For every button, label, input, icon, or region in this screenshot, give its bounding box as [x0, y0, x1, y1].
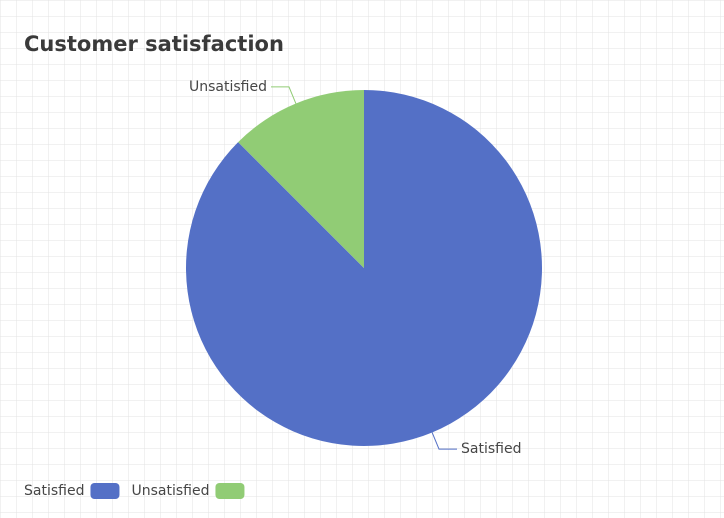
- legend-label: Unsatisfied: [131, 483, 209, 499]
- slice-label: Satisfied: [461, 441, 521, 457]
- label-line: [431, 432, 458, 450]
- label-line: [270, 86, 297, 104]
- legend-swatch: [90, 483, 120, 499]
- legend-swatch: [215, 483, 245, 499]
- chart-title: Customer satisfaction: [24, 32, 284, 56]
- legend-label: Satisfied: [24, 483, 84, 499]
- slice-label: Unsatisfied: [189, 79, 267, 95]
- pie-slice: [238, 90, 364, 268]
